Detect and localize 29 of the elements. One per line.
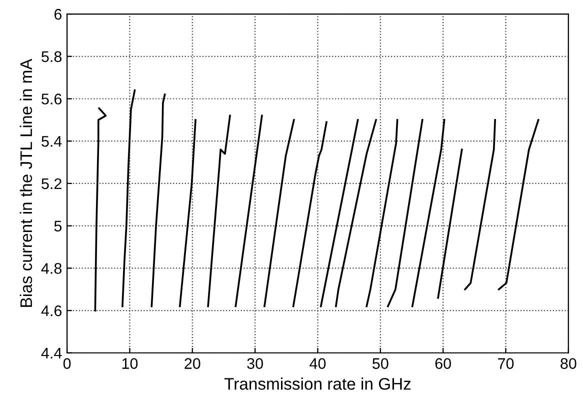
y-tick-label: 4.4: [41, 348, 62, 358]
y-tick-label: 4.6: [41, 305, 62, 316]
x-tick-label: 60: [435, 358, 451, 369]
line-series: [335, 119, 377, 308]
y-tick-label: 5.2: [42, 178, 62, 190]
line-series: [94, 107, 107, 312]
x-tick-label: 0: [63, 358, 71, 369]
x-tick-label: 10: [122, 358, 138, 369]
y-tick-label: 5.8: [42, 51, 62, 62]
x-tick-label: 20: [184, 358, 200, 369]
line-series: [150, 94, 166, 308]
y-axis-title: Bias current in the JTL Line in mA: [20, 58, 32, 307]
y-tick-label: 5.6: [42, 94, 62, 104]
x-tick-label: 70: [498, 358, 514, 369]
line-series: [122, 89, 136, 308]
line-series: [366, 119, 398, 308]
y-tick-label: 6: [54, 8, 62, 20]
y-tick-label: 5: [54, 220, 62, 232]
line-series: [464, 119, 496, 290]
line-series: [498, 119, 540, 290]
x-tick-label: 40: [310, 358, 326, 369]
x-tick-label: 30: [247, 358, 263, 369]
line-series: [292, 121, 328, 308]
y-tick-label: 4.8: [41, 263, 62, 274]
x-tick-label: 80: [560, 358, 576, 369]
x-axis-title: Transmission rate in GHz: [224, 378, 411, 390]
y-tick-label: 5.4: [42, 136, 62, 147]
x-tick-label: 50: [372, 358, 388, 369]
line-series: [207, 114, 231, 308]
